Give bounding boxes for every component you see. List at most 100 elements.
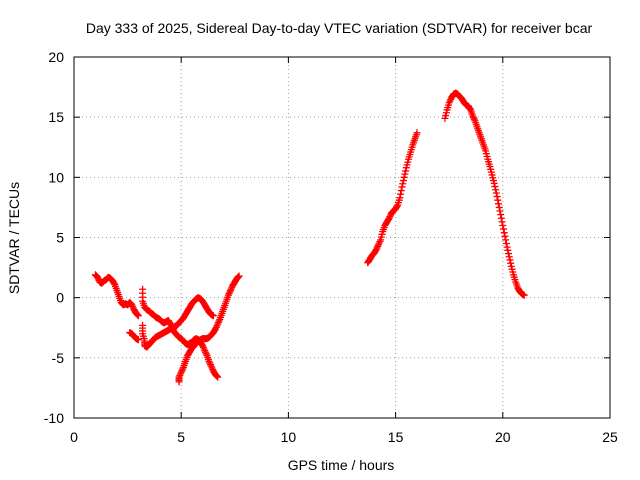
data-point <box>376 238 384 246</box>
data-point <box>176 371 184 379</box>
data-point <box>208 364 216 372</box>
data-point <box>397 187 405 195</box>
data-point <box>446 97 454 105</box>
data-point <box>206 359 214 367</box>
data-point <box>492 186 500 194</box>
data-point <box>227 286 235 294</box>
data-point <box>209 312 217 320</box>
data-point <box>502 236 510 244</box>
data-point <box>201 347 209 355</box>
data-point <box>399 180 407 188</box>
axes: 0 5 10 15 20 25 -10 -5 0 5 10 15 20 <box>44 49 618 445</box>
data-point <box>470 115 478 123</box>
data-point <box>385 214 393 222</box>
data-point <box>205 357 213 365</box>
data-point <box>502 240 510 248</box>
data-point <box>396 194 404 202</box>
data-point <box>500 229 508 237</box>
data-point <box>177 368 185 376</box>
data-point <box>212 325 220 333</box>
data-point <box>134 311 142 319</box>
data-point <box>214 319 222 327</box>
data-point <box>374 241 382 249</box>
data-point <box>134 336 142 344</box>
data-point <box>212 323 220 331</box>
data-point <box>503 243 511 251</box>
data-point <box>495 203 503 211</box>
data-point <box>401 170 409 178</box>
data-point <box>469 112 477 120</box>
grid-lines <box>74 57 610 418</box>
data-point <box>506 256 514 264</box>
data-point <box>386 213 394 221</box>
data-point <box>372 246 380 254</box>
y-tick-label: 10 <box>48 169 64 185</box>
y-tick-label: -10 <box>44 410 64 426</box>
data-series <box>175 272 243 386</box>
data-point <box>501 232 509 240</box>
data-point <box>497 214 505 222</box>
x-tick-label: 10 <box>281 429 297 445</box>
data-point <box>393 202 401 210</box>
data-series <box>364 129 421 267</box>
x-tick-label: 20 <box>495 429 511 445</box>
data-point <box>498 218 506 226</box>
data-point <box>227 285 235 293</box>
y-tick-label: -5 <box>52 350 65 366</box>
data-point <box>500 225 508 233</box>
data-point <box>496 207 504 215</box>
data-point <box>235 272 243 280</box>
data-point <box>176 370 184 378</box>
data-point <box>399 177 407 185</box>
data-point <box>226 288 234 296</box>
data-point <box>179 365 187 373</box>
data-point <box>494 196 502 204</box>
data-series <box>441 89 528 299</box>
data-point <box>504 246 512 254</box>
x-tick-label: 0 <box>70 429 78 445</box>
data-point <box>397 190 405 198</box>
data-point <box>497 211 505 219</box>
data-point <box>445 99 453 107</box>
data-point <box>225 290 233 298</box>
data-series <box>139 285 222 381</box>
data-point <box>202 350 210 358</box>
data-point <box>469 114 477 122</box>
data-point <box>178 367 186 375</box>
y-tick-label: 15 <box>48 109 64 125</box>
data-point <box>215 317 223 325</box>
data-series <box>139 294 217 351</box>
data-point <box>413 129 421 137</box>
data-point <box>402 167 410 175</box>
x-tick-label: 5 <box>177 429 185 445</box>
data-point <box>507 259 515 267</box>
data-point <box>207 362 215 370</box>
data-point <box>499 221 507 229</box>
data-point <box>493 193 501 201</box>
data-points <box>91 89 528 386</box>
x-tick-label: 25 <box>602 429 618 445</box>
data-point <box>400 173 408 181</box>
data-point <box>234 273 242 281</box>
data-point <box>213 322 221 330</box>
data-point <box>505 250 513 258</box>
data-point <box>207 361 215 369</box>
data-point <box>224 291 232 299</box>
data-point <box>199 343 207 351</box>
data-point <box>110 279 118 287</box>
data-point <box>129 302 137 310</box>
data-point <box>505 253 513 261</box>
data-point <box>495 200 503 208</box>
chart-title: Day 333 of 2025, Sidereal Day-to-day VTE… <box>86 20 593 36</box>
data-point <box>201 348 209 356</box>
data-point <box>214 373 222 381</box>
y-axis-label: SDTVAR / TECUs <box>6 182 22 294</box>
data-point <box>212 371 220 379</box>
data-series <box>126 329 142 344</box>
data-point <box>214 320 222 328</box>
data-point <box>200 345 208 353</box>
data-point <box>375 239 383 247</box>
data-point <box>234 274 242 282</box>
x-axis-label: GPS time / hours <box>288 457 395 473</box>
